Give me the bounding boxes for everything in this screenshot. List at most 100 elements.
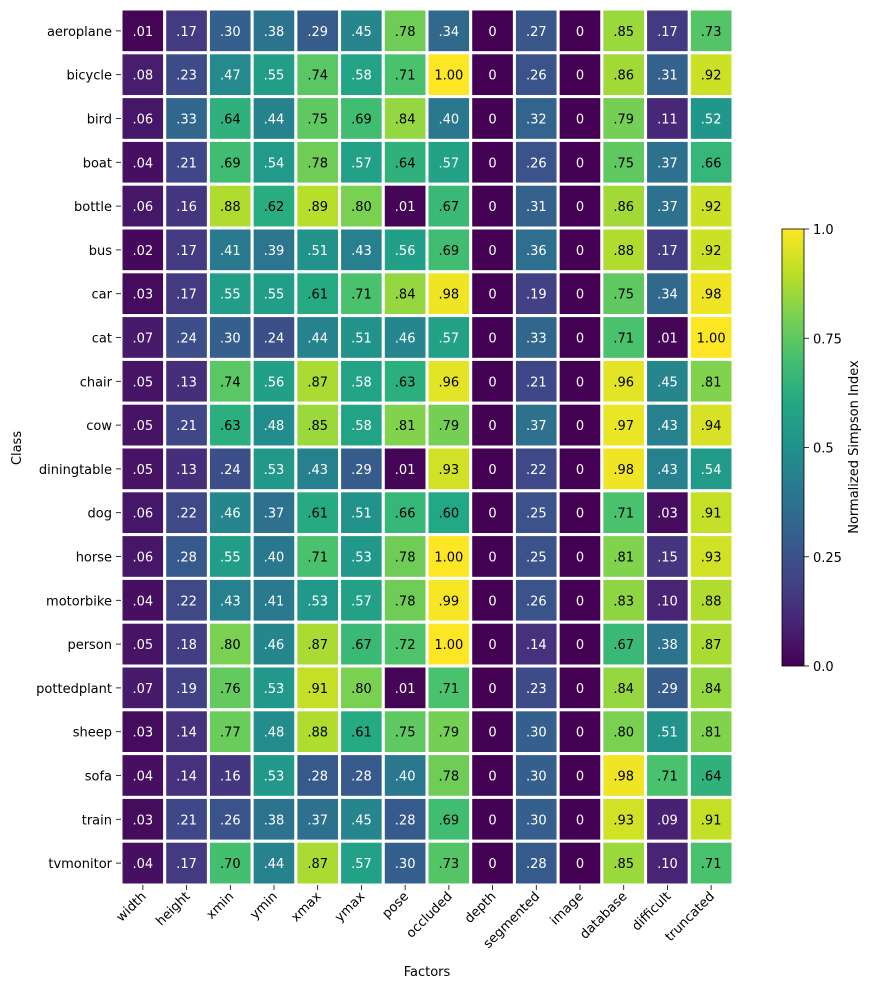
cell-value-label: .16 [176,200,197,215]
cell-value-label: .88 [220,200,241,215]
cell-value-label: .66 [701,156,722,171]
cell-value-label: .55 [264,69,285,84]
y-axis-title: Class [10,431,25,465]
cell-value-label: .45 [351,25,372,40]
cell-value-label: .34 [657,288,678,303]
cell-value-label: .17 [176,857,197,872]
cell-value-label: .37 [307,813,328,828]
colorbar-tick-label: 1.0 [813,223,834,238]
cell-value-label: .41 [264,594,285,609]
cell-value-label: .29 [307,25,328,40]
cell-value-label: 0 [488,594,496,609]
heatmap-cell [425,795,473,843]
cell-value-label: 0 [488,813,496,828]
y-tick-label: motorbike [46,594,112,609]
cell-value-label: .33 [526,332,547,347]
cell-value-label: .26 [526,156,547,171]
cell-value-label: .98 [439,288,460,303]
cell-value-label: .30 [395,857,416,872]
cell-value-label: .45 [657,375,678,390]
heatmap-cell [469,839,516,887]
cell-value-label: .63 [220,419,241,434]
heatmap-cell [556,620,604,668]
cell-value-label: .81 [613,551,634,566]
cell-value-label: 0 [576,69,584,84]
cell-value-label: 0 [488,156,496,171]
cell-value-label: .17 [657,25,678,40]
cell-value-label: 0 [488,332,496,347]
cell-value-label: .44 [307,332,328,347]
cell-value-label: .80 [351,200,372,215]
x-tick-label: ymax [332,889,368,925]
cell-value-label: .39 [264,244,285,259]
cell-value-label: .13 [176,375,197,390]
heatmap-cell [250,138,298,186]
cell-value-label: 0 [488,463,496,478]
cell-value-label: .46 [395,332,416,347]
heatmap-cell [512,7,560,55]
heatmap-cell [600,226,648,274]
cell-value-label: 0 [576,419,584,434]
cell-value-label: 0 [576,113,584,128]
heatmap-cell [644,182,691,230]
heatmap-cell [381,664,429,712]
cell-value-label: .04 [133,857,154,872]
cell-value-label: .06 [133,113,154,128]
cell-value-label: .57 [351,594,372,609]
cell-value-label: 1.00 [697,332,726,347]
heatmap-cell [600,839,648,887]
cell-value-label: .30 [526,813,547,828]
y-tick-label: sheep [73,726,112,741]
cell-value-label: .04 [133,594,154,609]
heatmap-cell [250,795,298,843]
cell-value-label: .61 [307,507,328,522]
cell-value-label: .98 [701,288,722,303]
cell-value-label: .84 [701,682,722,697]
heatmap-cell [206,95,254,142]
cell-value-label: .74 [307,69,328,84]
cell-value-label: .64 [701,770,722,785]
heatmap-cell [512,182,560,230]
cell-value-label: .14 [526,638,547,653]
heatmap-cell [512,314,560,361]
cell-value-label: .78 [395,25,416,40]
x-tick-label: difficult [629,889,674,934]
cell-value-label: .31 [526,200,547,215]
cell-value-label: .71 [613,507,634,522]
cell-value-label: 0 [576,726,584,741]
heatmap-cell [469,445,516,493]
colorbar [781,228,805,667]
cell-value-label: .69 [220,156,241,171]
cell-value-label: .57 [439,332,460,347]
cell-value-label: .05 [133,463,154,478]
cell-value-label: .15 [657,551,678,566]
cell-value-label: .43 [220,594,241,609]
cell-value-label: 0 [576,332,584,347]
cell-value-label: .24 [220,463,241,478]
cell-value-label: .62 [264,200,285,215]
heatmap-cell [469,752,516,799]
heatmap-cell [425,664,473,712]
cell-value-label: .01 [395,463,416,478]
heatmap-cell [687,576,735,624]
cell-value-label: .73 [701,25,722,40]
cell-value-label: .79 [613,113,634,128]
cell-value-label: .85 [613,25,634,40]
heatmap-cell [163,401,210,449]
cell-value-label: .30 [526,770,547,785]
cell-value-label: .46 [220,507,241,522]
cell-value-label: .37 [264,507,285,522]
cell-value-label: .64 [220,113,241,128]
y-tick-label: pottedplant [36,682,112,697]
cell-value-label: .98 [613,770,634,785]
cell-value-label: .72 [395,638,416,653]
colorbar-title: Normalized Simpson Index [847,360,862,534]
heatmap-cell [600,270,648,318]
cell-value-label: .48 [264,419,285,434]
cell-value-label: .57 [351,857,372,872]
cell-value-label: .16 [220,770,241,785]
heatmap-cell [512,620,560,668]
cell-value-label: .54 [701,463,722,478]
cell-value-label: 0 [488,638,496,653]
